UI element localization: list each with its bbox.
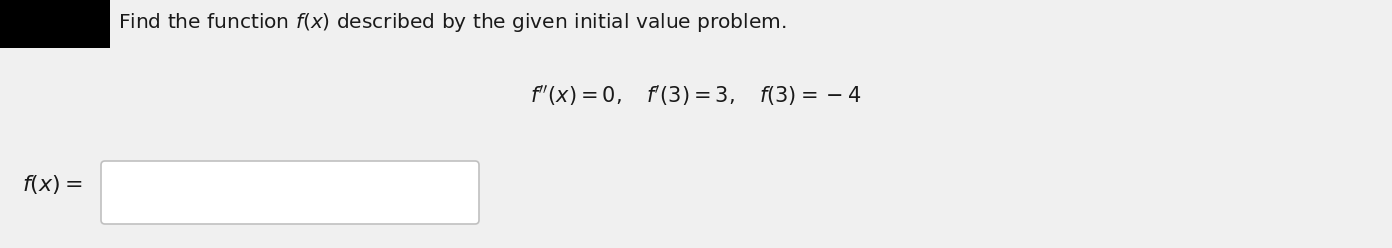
Text: $f(x) =$: $f(x) =$ (22, 174, 84, 196)
Text: Find the function $f(x)$ described by the given initial value problem.: Find the function $f(x)$ described by th… (118, 10, 786, 33)
Text: $f''(x) = 0, \quad f'(3) = 3, \quad f(3) = -4$: $f''(x) = 0, \quad f'(3) = 3, \quad f(3)… (530, 83, 862, 107)
FancyBboxPatch shape (102, 161, 479, 224)
Bar (0, 0, 110, 48)
